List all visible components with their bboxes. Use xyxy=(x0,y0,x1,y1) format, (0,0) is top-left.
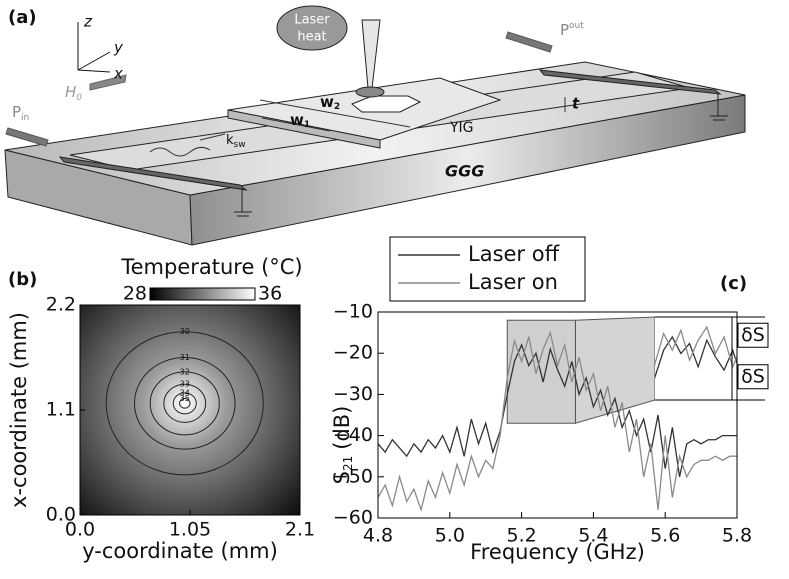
y-tick-label: −10 xyxy=(333,301,373,323)
annotation: δS xyxy=(741,324,765,346)
panel-label: (c) xyxy=(720,273,747,294)
y-axis-label-unit: (dB) xyxy=(330,406,354,450)
axis-label: x xyxy=(113,65,123,83)
port-label: Pin xyxy=(12,103,29,123)
x-tick-label: 5.8 xyxy=(722,525,752,547)
y-tick-label: −30 xyxy=(333,383,373,405)
y-axis-label: S21 (dB) xyxy=(330,406,355,485)
contour-label: 32 xyxy=(180,367,190,376)
figure: (a) z y x H0 Laser heat Pout Pin w2 w1 t… xyxy=(0,0,789,575)
contour-label: 35 xyxy=(180,394,190,403)
y-tick-label: −20 xyxy=(333,342,373,364)
zoom-connector xyxy=(575,317,655,423)
x-tick-label: 2.1 xyxy=(285,519,315,541)
annotation: δS xyxy=(741,365,765,387)
inset-background xyxy=(655,317,737,400)
film-label: YIG xyxy=(449,120,474,136)
y-axis-label-sub: 21 xyxy=(341,456,355,471)
colorbar-tick-label: 36 xyxy=(258,283,282,305)
contour-label: 30 xyxy=(180,327,190,336)
y-tick-label: 0.0 xyxy=(46,504,76,526)
port-label: Pout xyxy=(560,21,584,39)
x-tick-label: 1.05 xyxy=(169,519,211,541)
thickness-label: t xyxy=(572,95,580,113)
zoom-box xyxy=(507,320,575,423)
heatmap xyxy=(80,305,300,515)
colorbar-tick-label: 28 xyxy=(123,283,147,305)
colorbar-label: Temperature (°C) xyxy=(120,255,302,279)
x-axis-label: Frequency (GHz) xyxy=(470,540,645,564)
y-tick-label: 1.1 xyxy=(46,399,76,421)
legend-label: Laser on xyxy=(468,270,558,294)
panel-label: (a) xyxy=(8,7,37,28)
substrate-label: GGG xyxy=(445,162,484,181)
y-axis-label-part: S xyxy=(330,471,354,484)
x-axis-label: y-coordinate (mm) xyxy=(82,539,278,563)
contour-label: 31 xyxy=(180,353,190,362)
x-tick-label: 5.6 xyxy=(650,525,680,547)
y-tick-label: −60 xyxy=(333,507,373,529)
panel-label: (b) xyxy=(8,269,37,290)
laser-label: Laser xyxy=(294,13,330,28)
axis-label: z xyxy=(83,13,93,31)
y-tick-label: 2.2 xyxy=(46,294,76,316)
axis-label: y xyxy=(113,39,124,57)
laser-label: heat xyxy=(297,30,326,45)
field-label: H0 xyxy=(65,83,82,103)
x-tick-label: 5.0 xyxy=(435,525,465,547)
y-axis-label: x-coordinate (mm) xyxy=(7,312,31,508)
legend-label: Laser off xyxy=(468,242,560,266)
colorbar xyxy=(150,288,255,300)
